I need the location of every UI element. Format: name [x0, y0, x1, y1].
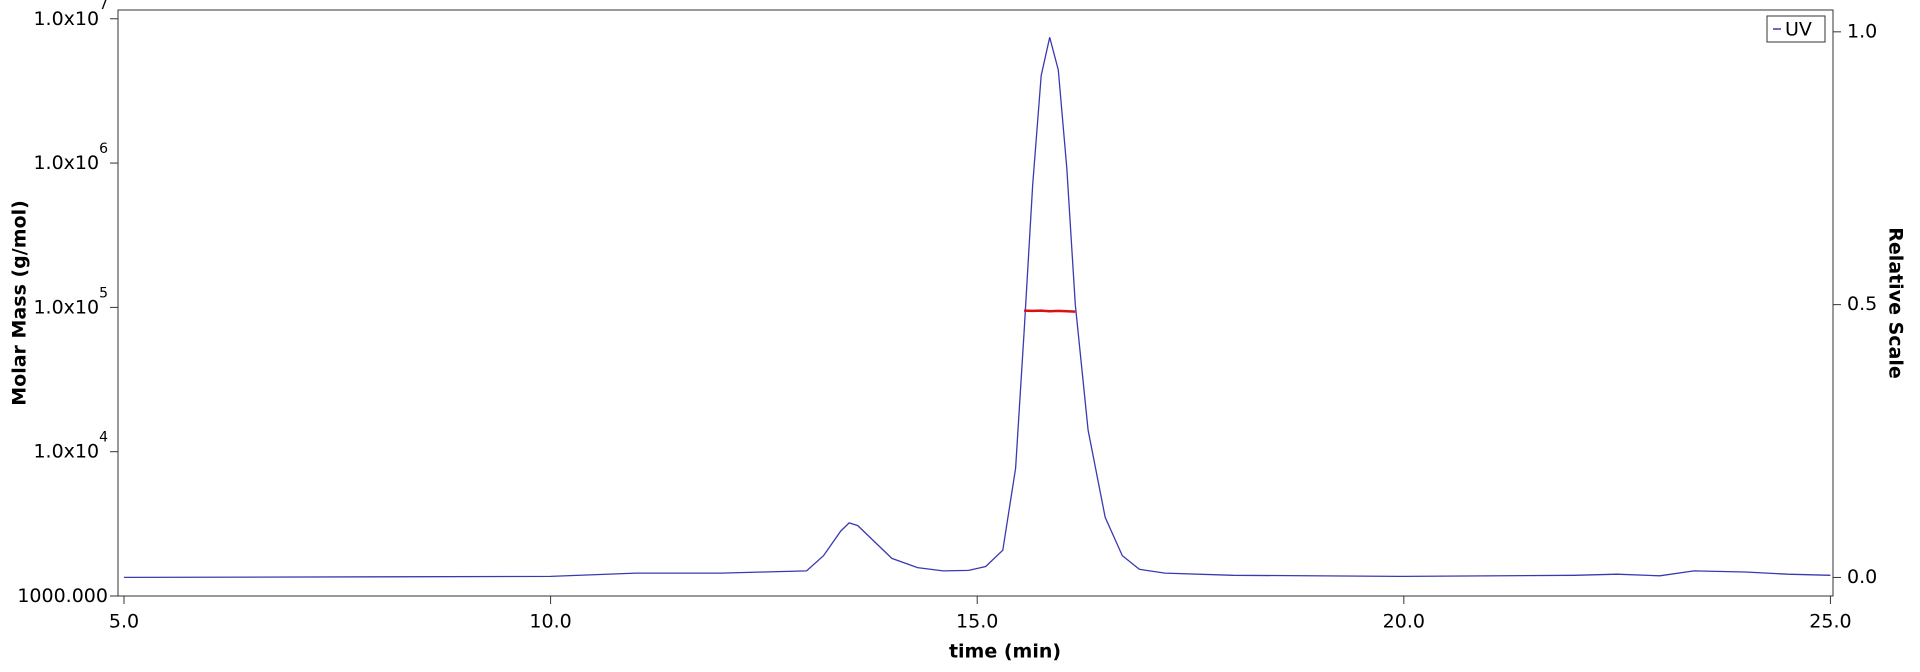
y-axis-label: Molar Mass (g/mol): [9, 200, 31, 406]
y-tick-base: 1.0x10: [33, 440, 99, 462]
y-tick-label: 1.0x105: [33, 285, 108, 318]
x-tick-label: 10.0: [529, 611, 571, 633]
x-tick-label: 15.0: [956, 611, 998, 633]
y-tick-label: 1.0x107: [33, 0, 108, 29]
y-tick-label: 1.0x104: [33, 430, 108, 463]
y2-tick-label: 1.0: [1847, 20, 1877, 42]
y-tick-base: 1.0x10: [33, 296, 99, 318]
x-tick-label: 20.0: [1383, 611, 1425, 633]
series-line: [1024, 309, 1076, 313]
x-tick-label: 25.0: [1809, 611, 1851, 633]
legend: UV: [1766, 15, 1826, 43]
y-tick-exponent: 7: [99, 0, 108, 13]
legend-label: UV: [1785, 19, 1812, 41]
y-tick-exponent: 6: [99, 141, 108, 157]
y-tick-base: 1.0x10: [33, 152, 99, 174]
x-tick-label: 5.0: [109, 611, 139, 633]
x-axis-label: time (min): [949, 641, 1061, 663]
y2-tick-label: 0.5: [1847, 293, 1877, 315]
y-tick-label: 1000.000: [17, 585, 108, 607]
y2-axis-label: Relative Scale: [1885, 227, 1907, 379]
y-tick-base: 1.0x10: [33, 7, 99, 29]
y2-tick-label: 0.0: [1847, 566, 1877, 588]
y-tick-label: 1.0x106: [33, 141, 108, 174]
y-tick-exponent: 4: [99, 430, 108, 446]
plot-frame: [117, 9, 1834, 597]
y-tick-base: 1000.000: [17, 585, 108, 607]
y-tick-exponent: 5: [99, 285, 108, 301]
series-line: [123, 37, 1831, 579]
